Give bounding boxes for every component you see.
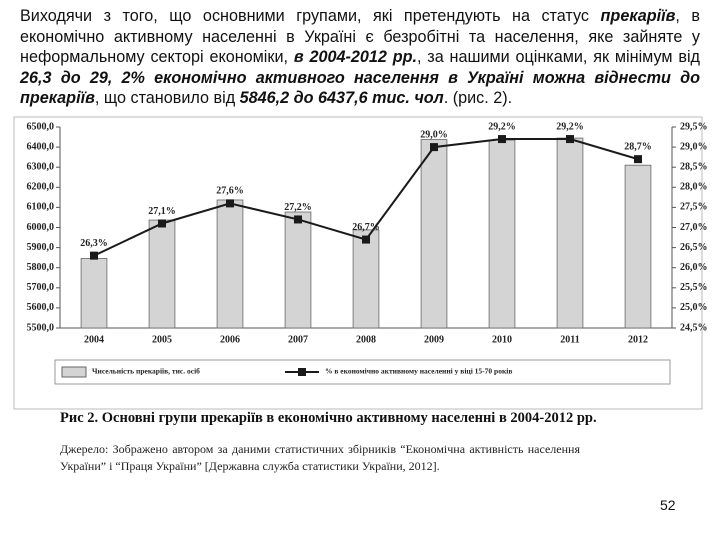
y2-tick-label: 25,5% (680, 282, 708, 293)
y2-tick-label: 24,5% (680, 322, 708, 333)
y2-tick-label: 27,0% (680, 222, 708, 233)
y-tick-label: 6000,0 (27, 222, 55, 233)
legend-swatch (61, 366, 87, 378)
data-label: 29,0% (420, 129, 448, 140)
y2-tick-label: 26,0% (680, 262, 708, 273)
line-marker (430, 143, 438, 152)
data-label: 29,2% (556, 121, 584, 132)
legend-label: Чисельність прекаріїв, тис. осіб (92, 367, 200, 376)
x-tick-label: 2009 (424, 334, 444, 345)
data-label: 27,2% (284, 202, 312, 213)
legend-label: % в економічно активному населенні у віц… (325, 367, 512, 376)
y-tick-label: 6100,0 (27, 202, 55, 213)
y-tick-label: 6200,0 (27, 182, 55, 193)
y-tick-label: 5900,0 (27, 242, 55, 253)
x-tick-label: 2004 (84, 334, 104, 345)
y2-tick-label: 29,0% (680, 141, 708, 152)
y-tick-label: 5500,0 (27, 322, 55, 333)
source-note: Джерело: Зображено автором за даними ста… (60, 442, 580, 473)
bar (556, 137, 584, 329)
line-marker (362, 235, 370, 244)
bar (284, 211, 312, 329)
y2-tick-label: 26,5% (680, 242, 708, 253)
line-marker (158, 219, 166, 228)
paragraph-text: в 2004-2012 рр. (293, 48, 417, 66)
legend-swatch (298, 368, 306, 376)
bar (148, 219, 176, 329)
bar (488, 139, 516, 329)
y-tick-label: 6300,0 (27, 161, 55, 172)
y2-tick-label: 29,5% (680, 121, 708, 132)
line-marker (294, 215, 302, 224)
line-marker (226, 199, 234, 208)
bar (420, 139, 448, 329)
line-marker (498, 135, 506, 144)
caption: Рис 2. Основні групи прекаріїв в економі… (60, 410, 597, 426)
x-tick-label: 2008 (356, 334, 376, 345)
paragraph-text: , в економічно активному населенні в Укр… (20, 7, 700, 66)
y-tick-label: 5600,0 (27, 302, 55, 313)
data-label: 29,2% (488, 121, 516, 132)
line-marker (634, 155, 642, 164)
x-tick-label: 2007 (288, 334, 308, 345)
paragraph: Виходячи з того, що основними групами, я… (20, 6, 700, 109)
y2-tick-label: 28,5% (680, 161, 708, 172)
data-label: 27,1% (148, 206, 176, 217)
data-label: 26,7% (352, 222, 380, 233)
paragraph-text: , за нашими оцінками, як мінімум від (416, 48, 700, 66)
y-tick-label: 5800,0 (27, 262, 55, 273)
line-marker (90, 251, 98, 260)
bar (80, 258, 108, 329)
x-tick-label: 2010 (492, 334, 512, 345)
paragraph-text: , що становило від (94, 89, 240, 107)
x-tick-label: 2011 (560, 334, 579, 345)
y2-tick-label: 25,0% (680, 302, 708, 313)
page-number: 52 (660, 497, 676, 513)
data-label: 26,3% (80, 238, 108, 249)
paragraph-text: Виходячи з того, що основними групами, я… (20, 7, 601, 25)
paragraph-text: прекаріїв (600, 7, 676, 25)
y-tick-label: 6400,0 (27, 141, 55, 152)
paragraph-text: 26,3 до 29, 2% економічно активного насе… (20, 68, 700, 108)
y-tick-label: 6500,0 (27, 121, 55, 132)
paragraph-text: . (рис. 2). (443, 89, 513, 107)
y2-tick-label: 27,5% (680, 202, 708, 213)
x-tick-label: 2012 (628, 334, 648, 345)
bar (216, 199, 244, 329)
y-tick-label: 5700,0 (27, 282, 55, 293)
data-label: 27,6% (216, 186, 244, 197)
bar (624, 164, 652, 329)
x-tick-label: 2006 (220, 334, 240, 345)
y2-tick-label: 28,0% (680, 182, 708, 193)
legend-frame (54, 359, 671, 385)
x-tick-label: 2005 (152, 334, 172, 345)
paragraph-text: 5846,2 до 6437,6 тис. чол (239, 89, 444, 107)
chart: 5500,0 5600,0 5700,0 5800,0 5900,0 6000,0 6100… (13, 116, 708, 410)
data-label: 28,7% (624, 141, 652, 152)
bar (352, 229, 380, 329)
line-marker (566, 135, 574, 144)
